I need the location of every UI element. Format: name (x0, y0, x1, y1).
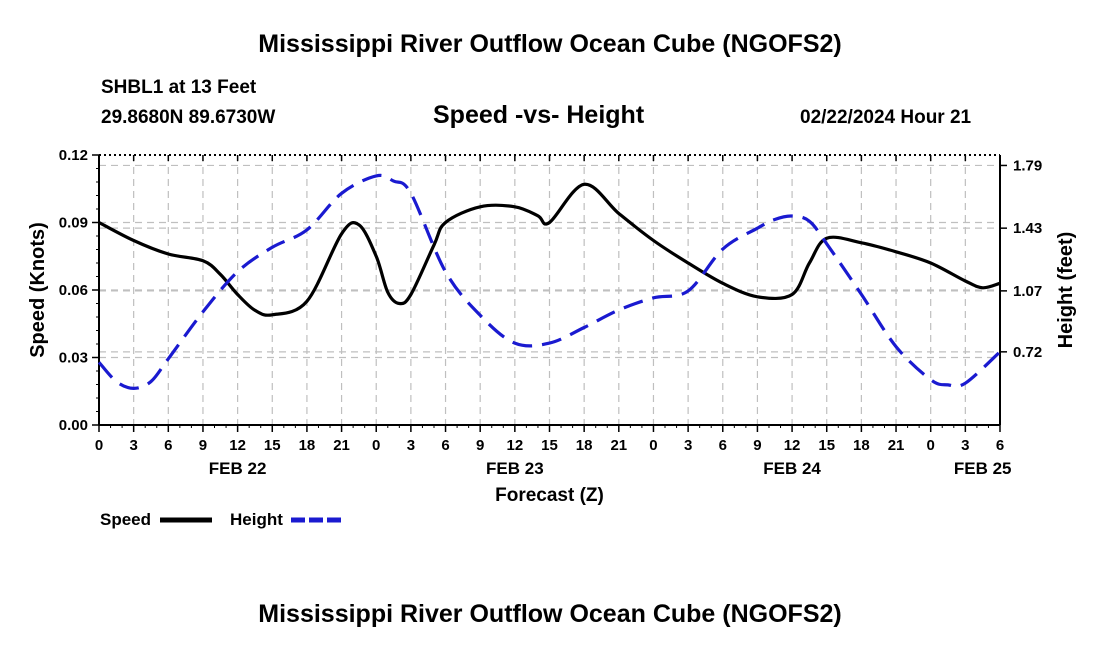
forecast-timestamp: 02/22/2024 Hour 21 (800, 107, 972, 128)
y-axis-title-left: Speed (Knots) (27, 222, 49, 358)
y2-tick-label: 0.72 (1013, 344, 1042, 361)
x-tick-label: 3 (407, 437, 415, 454)
x-tick-label: 18 (576, 437, 593, 454)
y2-tick-label: 1.07 (1013, 283, 1042, 300)
date-label: FEB 22 (209, 459, 267, 478)
x-tick-label: 6 (441, 437, 449, 454)
y-tick-label: 0.06 (59, 282, 88, 299)
date-label: FEB 25 (954, 459, 1012, 478)
x-tick-label: 15 (541, 437, 558, 454)
station-label: SHBL1 at 13 Feet (101, 77, 257, 98)
y-tick-label: 0.12 (59, 147, 88, 164)
chart-main-title: Mississippi River Outflow Ocean Cube (NG… (258, 30, 842, 58)
series-line-height (97, 173, 1002, 390)
x-tick-label: 6 (996, 437, 1004, 454)
x-tick-label: 3 (129, 437, 137, 454)
y2-tick-label: 1.43 (1013, 220, 1042, 237)
x-tick-label: 15 (818, 437, 835, 454)
x-tick-label: 21 (333, 437, 350, 454)
station-coordinates: 29.8680N 89.6730W (101, 107, 276, 128)
x-tick-label: 12 (784, 437, 801, 454)
x-tick-label: 9 (476, 437, 484, 454)
x-tick-label: 0 (927, 437, 935, 454)
date-label: FEB 23 (486, 459, 544, 478)
y-tick-label: 0.00 (59, 417, 88, 434)
series-line-speed (98, 182, 1001, 317)
x-tick-label: 12 (507, 437, 524, 454)
x-tick-label: 0 (95, 437, 103, 454)
x-tick-label: 0 (649, 437, 657, 454)
date-label: FEB 24 (763, 459, 821, 478)
x-axis-title: Forecast (Z) (495, 485, 604, 506)
y-tick-label: 0.03 (59, 350, 88, 367)
x-tick-label: 18 (299, 437, 316, 454)
y-tick-label: 0.09 (59, 215, 88, 232)
x-tick-label: 12 (229, 437, 246, 454)
chart-subtitle: Speed -vs- Height (433, 101, 645, 129)
x-tick-label: 21 (610, 437, 627, 454)
x-tick-label: 3 (961, 437, 969, 454)
legend-label-speed: Speed (100, 510, 151, 529)
x-tick-label: 21 (888, 437, 905, 454)
x-tick-label: 9 (753, 437, 761, 454)
footer-title: Mississippi River Outflow Ocean Cube (NG… (258, 600, 842, 628)
x-tick-label: 18 (853, 437, 870, 454)
x-tick-label: 3 (684, 437, 692, 454)
x-tick-label: 0 (372, 437, 380, 454)
y-axis-title-right: Height (feet) (1055, 232, 1077, 349)
x-tick-label: 6 (719, 437, 727, 454)
legend-label-height: Height (230, 510, 283, 529)
x-tick-label: 15 (264, 437, 281, 454)
x-tick-label: 9 (199, 437, 207, 454)
x-tick-label: 6 (164, 437, 172, 454)
y2-tick-label: 1.79 (1013, 157, 1042, 174)
